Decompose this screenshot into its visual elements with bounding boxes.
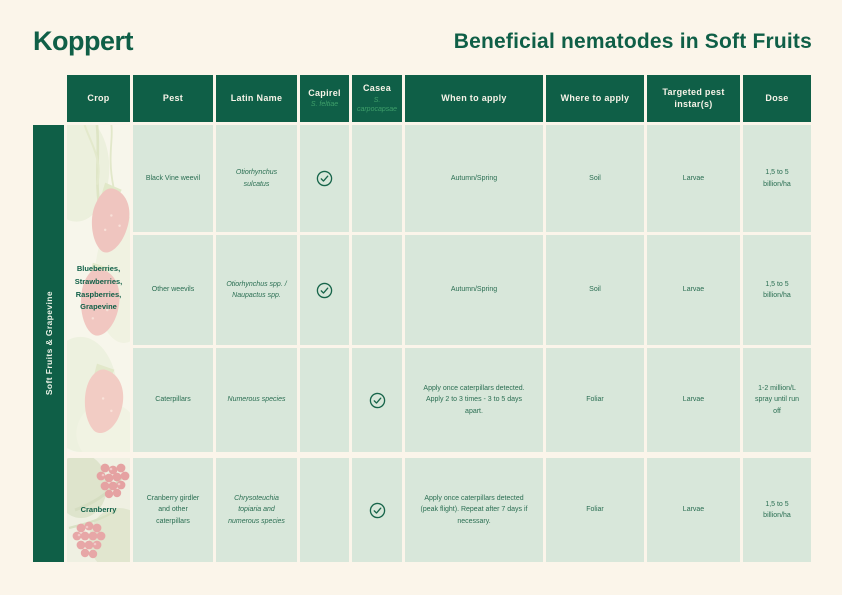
targeted-instar-cell: Larvae	[647, 235, 740, 345]
pest-cell: Caterpillars	[133, 348, 213, 452]
capirel-product-label: Capirel	[308, 87, 341, 98]
latin-name-cell: Otiorhynchus sulcatus	[216, 125, 297, 232]
pest-cell: Cranberry girdler and other caterpillars	[133, 458, 213, 562]
capirel-check-cell	[300, 458, 349, 562]
check-circle-icon	[369, 392, 385, 408]
crop-cell-cranberry: Cranberry	[67, 458, 130, 562]
crop-group-label: Cranberry	[80, 504, 117, 514]
page-header: Koppert Beneficial nematodes in Soft Fru…	[33, 26, 812, 57]
where-to-apply-cell: Soil	[546, 235, 644, 345]
col-header-capirel: Capirel S. feltiae	[300, 75, 349, 122]
casea-product-label: Casea	[362, 83, 392, 94]
koppert-logo: Koppert	[33, 26, 134, 56]
col-header-dose: Dose	[743, 75, 811, 122]
when-to-apply-cell: Autumn/Spring	[405, 235, 543, 345]
crop-group-label: Blueberries, Strawberries, Raspberries, …	[74, 264, 123, 312]
when-to-apply-cell: Apply once caterpillars detected (peak f…	[405, 458, 543, 562]
capirel-check-cell	[300, 348, 349, 452]
casea-check-cell	[352, 458, 402, 562]
crop-cell-soft-fruits: Blueberries, Strawberries, Raspberries, …	[67, 125, 130, 452]
capirel-check-cell	[300, 235, 349, 345]
when-to-apply-cell: Apply once caterpillars detected. Apply …	[405, 348, 543, 452]
dose-cell: 1,5 to 5 billion/ha	[743, 458, 811, 562]
targeted-instar-cell: Larvae	[647, 458, 740, 562]
check-circle-icon	[316, 282, 333, 298]
col-header-casea: Casea S. carpocapsae	[352, 75, 402, 122]
where-to-apply-cell: Foliar	[546, 458, 644, 562]
when-to-apply-cell: Autumn/Spring	[405, 125, 543, 232]
targeted-instar-cell: Larvae	[647, 348, 740, 452]
pest-cell: Other weevils	[133, 235, 213, 345]
where-to-apply-cell: Foliar	[546, 348, 644, 452]
col-header-pest: Pest	[133, 75, 213, 122]
capirel-check-cell	[300, 125, 349, 232]
latin-name-cell: Otiorhynchus spp. / Naupactus spp.	[216, 235, 297, 345]
latin-name-cell: Numerous species	[216, 348, 297, 452]
latin-name-cell: Chrysoteuchia topiaria and numerous spec…	[216, 458, 297, 562]
category-label: Soft Fruits & Grapevine	[43, 291, 54, 396]
col-header-crop: Crop	[67, 75, 130, 122]
dose-cell: 1,5 to 5 billion/ha	[743, 235, 811, 345]
col-header-where-to-apply: Where to apply	[546, 75, 644, 122]
strawberries-photo	[67, 125, 130, 452]
category-sidebar: Soft Fruits & Grapevine	[33, 125, 64, 562]
pest-cell: Black Vine weevil	[133, 125, 213, 232]
check-circle-icon	[316, 170, 333, 187]
capirel-species-label: S. feltiae	[310, 101, 339, 109]
casea-check-cell	[352, 348, 402, 452]
casea-species-label: S. carpocapsae	[356, 96, 398, 113]
check-circle-icon	[369, 502, 385, 518]
page-title: Beneficial nematodes in Soft Fruits	[453, 30, 812, 53]
casea-check-cell	[352, 125, 402, 232]
col-header-latin-name: Latin Name	[216, 75, 297, 122]
casea-check-cell	[352, 235, 402, 345]
dose-cell: 1,5 to 5 billion/ha	[743, 125, 811, 232]
targeted-instar-cell: Larvae	[647, 125, 740, 232]
nematodes-table: Crop Pest Latin Name Capirel S. feltiae …	[33, 75, 811, 562]
cranberries-photo	[67, 458, 130, 562]
col-header-when-to-apply: When to apply	[405, 75, 543, 122]
dose-cell: 1-2 million/L spray until run off	[743, 348, 811, 452]
where-to-apply-cell: Soil	[546, 125, 644, 232]
col-header-targeted-pest-instars: Targeted pest instar(s)	[647, 75, 740, 122]
